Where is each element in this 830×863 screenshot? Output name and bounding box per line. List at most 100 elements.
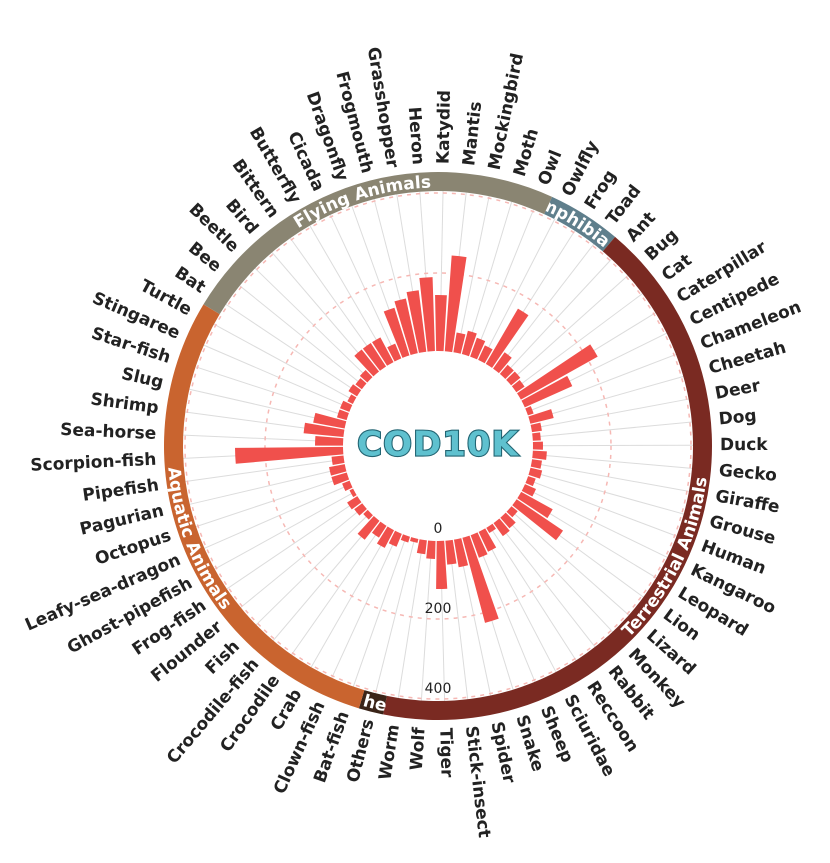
grid-circle [264,272,612,620]
bar-moth [461,330,477,357]
grid-spoke [240,505,365,608]
radial-ticks: 0 200 400 [425,521,452,697]
bar-frog-fish [347,496,362,510]
bar-beetle [359,369,373,383]
bar-bird [354,349,380,377]
category-label: Pipefish [81,475,160,505]
bar-lizard [506,506,518,518]
category-label: Deer [713,376,762,404]
grid-spoke [526,353,677,413]
grid-spoke [329,214,399,361]
grid-spoke [473,533,536,683]
radial-tick-label: 0 [434,521,443,537]
grid-layer [183,191,694,701]
grid-spoke [331,532,399,679]
category-label: Katydid [434,90,455,164]
grid-spoke [214,491,356,570]
bar-heron [419,277,435,352]
bar-lion [512,499,564,541]
ring-segment-aquatic-animals [164,304,365,709]
bar-toad [493,352,512,374]
bar-bat [348,384,362,397]
bar-bat-fish [400,534,410,543]
bar-flounder [354,503,367,516]
radial-tick-label: 400 [425,681,452,697]
bar-cat [511,380,525,393]
grid-spoke [226,498,360,590]
category-label: Heron [404,106,428,165]
bar-bittern [362,343,387,371]
category-label: Shrimp [89,389,160,418]
grid-spoke [195,475,349,528]
bar-crocodile-fish [357,516,380,540]
bar-chameleon [525,406,534,416]
grid-spoke [502,258,612,377]
bar-reccoon [486,523,496,533]
center-title: COD10K [357,425,519,465]
ring-segment-flying-animals [203,172,553,315]
bar-worm [416,539,427,555]
grid-spoke [254,267,371,381]
grid-spoke [508,508,630,616]
radial-tick-label: 200 [425,601,452,617]
bar-others [410,537,419,543]
bar-caterpillar [517,344,598,400]
bar-owlfly [478,345,493,364]
bar-ghost-pipefish [349,488,357,498]
grid-spoke [531,462,690,492]
grid-spoke [496,520,596,648]
category-label: Gecko [718,461,778,486]
bar-frog [485,308,529,368]
grid-spoke [526,479,677,537]
bars-layer [235,255,598,623]
bar-kangaroo [521,484,536,497]
bar-deer [530,422,542,433]
bar-mockingbird [453,332,466,354]
grid-spoke [523,487,668,558]
ring-segment-others [358,690,387,715]
grid-spoke [420,540,433,701]
grid-spoke [464,201,513,356]
grid-spoke [481,219,556,362]
grid-spoke [489,525,577,661]
category-label: Slug [120,364,166,393]
grid-spoke [185,458,344,482]
bar-bug [506,371,521,386]
bar-giraffe [530,459,542,469]
grid-spoke [495,243,595,372]
bar-star-fish [336,409,349,421]
bar-crocodile [371,521,387,538]
grid-spoke [375,537,416,694]
grid-spoke [532,421,692,438]
bar-slug [313,412,347,429]
bar-frogmouth [394,298,418,356]
grid-spoke [529,470,684,515]
bar-owl [470,337,486,360]
category-label: Worm [376,723,404,781]
grid-spoke [513,293,643,390]
bar-grouse [528,467,543,479]
grid-spoke [531,398,689,430]
bar-mantis [444,255,467,353]
bar-tiger [436,540,448,589]
grid-spoke [189,467,346,505]
bar-octopus [331,472,350,486]
bar-centipede [521,375,573,408]
category-label: Spider [486,720,519,786]
bar-cicada [387,343,402,362]
bar-katydid [435,295,447,352]
grid-spoke [195,366,348,417]
bar-shrimp [303,422,345,438]
bar-sea-horse [315,435,344,446]
bar-leafy-sea-dragon [342,480,353,491]
grid-spoke [352,535,407,687]
category-label: Wolf [407,726,430,771]
bar-scorpion-fish [235,446,344,464]
category-label: Mantis [459,100,486,166]
bar-cheetah [528,409,554,424]
category-label: Giraffe [714,486,781,517]
bar-spider [453,538,469,568]
grid-spoke [508,275,629,383]
